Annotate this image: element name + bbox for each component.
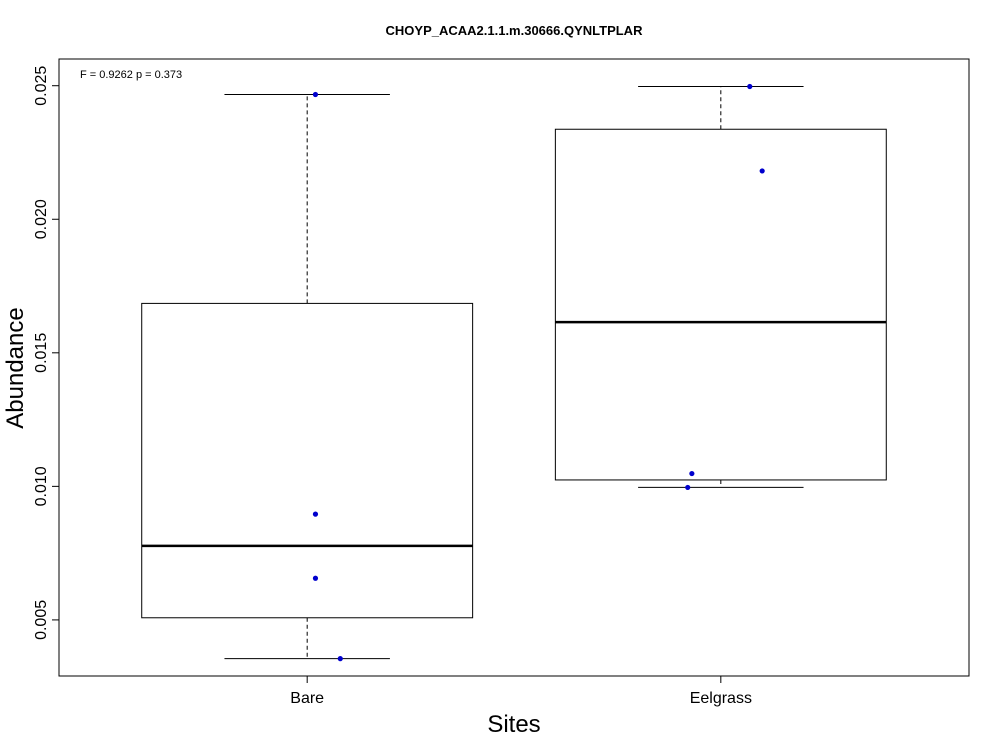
box-bare [141, 94, 474, 660]
y-tick-label: 0.015 [33, 333, 50, 373]
x-axis-title: Sites [487, 711, 540, 738]
iqr-box [141, 302, 474, 619]
chart-title: CHOYP_ACAA2.1.1.m.30666.QYNLTPLAR [386, 23, 644, 38]
x-tick-label: Eelgrass [690, 690, 752, 707]
data-point [689, 470, 695, 477]
stats-annotation: F = 0.9262 p = 0.373 [80, 69, 182, 81]
data-point [312, 575, 319, 581]
plot-frame [58, 58, 970, 677]
data-point [312, 511, 319, 517]
data-point [685, 484, 691, 491]
x-tick-label: Bare [290, 690, 324, 707]
iqr-box [554, 128, 887, 481]
y-axis-title: Abundance [2, 307, 29, 428]
data-point [312, 91, 319, 98]
data-point [337, 656, 343, 662]
y-tick-label: 0.010 [33, 466, 50, 506]
y-tick-label: 0.020 [33, 199, 50, 239]
data-point [747, 83, 753, 90]
y-tick-label: 0.005 [33, 600, 50, 640]
box-eelgrass [554, 86, 887, 488]
y-tick-label: 0.025 [33, 66, 50, 106]
data-point [759, 168, 765, 174]
